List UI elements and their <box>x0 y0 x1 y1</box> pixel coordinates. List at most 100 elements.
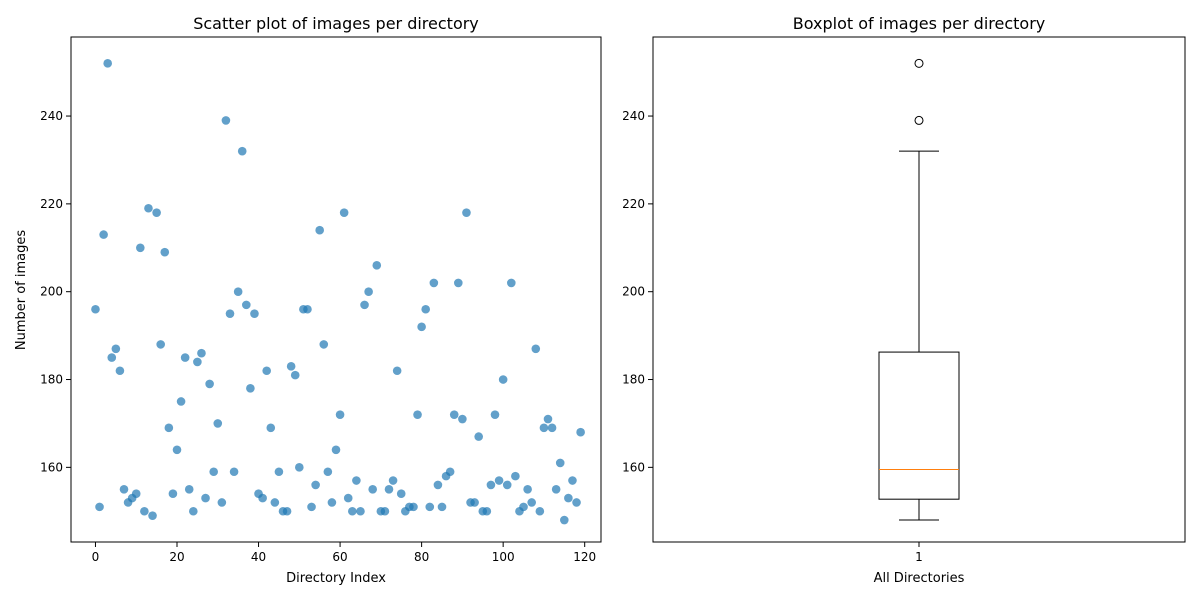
scatter-point <box>490 410 500 419</box>
scatter-point <box>348 506 357 516</box>
scatter-y-axis-label: Number of images <box>14 230 29 351</box>
scatter-point <box>425 502 435 512</box>
scatter-point <box>205 379 214 389</box>
scatter-x-tick-label: 100 <box>492 550 515 564</box>
scatter-point <box>421 304 430 314</box>
scatter-point <box>152 208 161 217</box>
scatter-point <box>482 506 492 516</box>
scatter-x-ticks: 0 20 40 60 80 100 120 <box>92 542 596 564</box>
scatter-point <box>409 502 418 512</box>
scatter-point <box>413 410 422 419</box>
scatter-point <box>172 445 182 455</box>
scatter-point <box>246 384 255 393</box>
scatter-point <box>445 467 455 477</box>
box-title: Boxplot of images per directory <box>793 14 1046 33</box>
scatter-point <box>237 146 247 156</box>
scatter-x-tick-label: 20 <box>169 550 184 564</box>
scatter-point <box>388 476 398 485</box>
scatter-point <box>229 467 239 477</box>
scatter-point <box>319 340 329 349</box>
scatter-point <box>352 476 361 485</box>
scatter-point <box>209 467 218 477</box>
scatter-point <box>555 458 565 468</box>
box-y-tick-label: 220 <box>622 197 645 211</box>
scatter-point <box>572 498 581 507</box>
scatter-point <box>539 423 549 433</box>
scatter-y-tick-label: 180 <box>40 373 63 387</box>
box-y-tick-label: 200 <box>622 285 645 299</box>
box-y-tick-label: 160 <box>622 460 645 474</box>
scatter-point <box>364 287 373 297</box>
scatter-point <box>470 498 479 507</box>
scatter-point <box>502 480 512 490</box>
scatter-point <box>311 480 320 490</box>
scatter-point <box>564 493 573 503</box>
box-y-tick-label: 240 <box>622 109 645 123</box>
scatter-point <box>201 493 210 503</box>
scatter-point <box>270 498 280 507</box>
scatter-point <box>303 304 312 314</box>
box-iqr-rect <box>878 351 960 500</box>
scatter-point <box>335 410 345 419</box>
scatter-point <box>184 485 194 494</box>
scatter-point <box>360 300 369 310</box>
scatter-point <box>99 230 108 239</box>
scatter-point <box>417 322 426 332</box>
scatter-x-tick-label: 60 <box>332 550 347 564</box>
scatter-point <box>392 366 402 376</box>
scatter-point <box>119 485 129 494</box>
scatter-point <box>156 340 165 349</box>
scatter-y-tick-label: 220 <box>40 197 63 211</box>
scatter-point <box>551 485 561 494</box>
scatter-point <box>217 498 227 507</box>
scatter-point <box>343 493 353 503</box>
scatter-point <box>315 225 324 235</box>
scatter-y-tick-label: 160 <box>40 460 63 474</box>
scatter-point <box>458 414 467 424</box>
scatter-point <box>568 476 577 485</box>
scatter-point <box>543 414 553 424</box>
box-x-ticks: 1 <box>915 542 923 564</box>
scatter-point <box>494 476 504 485</box>
scatter-x-tick-label: 40 <box>251 550 266 564</box>
scatter-point <box>233 287 243 297</box>
scatter-point <box>136 243 145 253</box>
scatter-point <box>176 397 186 406</box>
scatter-point <box>356 506 365 516</box>
box-outlier-point <box>914 58 924 68</box>
scatter-point <box>282 506 292 516</box>
box-outlier-point <box>914 115 924 125</box>
scatter-point <box>221 116 231 125</box>
scatter-point <box>380 506 390 516</box>
scatter-point <box>168 489 178 499</box>
scatter-point <box>368 485 377 494</box>
scatter-point <box>131 489 141 499</box>
scatter-point <box>180 353 190 362</box>
scatter-y-tick-label: 200 <box>40 285 63 299</box>
scatter-plot-frame <box>70 36 602 543</box>
scatter-point <box>107 353 117 362</box>
scatter-point <box>189 506 198 516</box>
scatter-point <box>523 485 532 494</box>
scatter-point <box>511 471 520 481</box>
scatter-point <box>258 493 267 503</box>
scatter-point <box>535 506 545 516</box>
scatter-x-axis-label: Directory Index <box>286 571 386 586</box>
scatter-point <box>327 498 337 507</box>
scatter-point <box>323 467 333 477</box>
box-y-ticks: 160 180 200 220 240 <box>622 109 653 474</box>
scatter-point <box>339 208 349 217</box>
scatter-point <box>331 445 341 455</box>
scatter-point <box>197 348 206 358</box>
scatter-point <box>437 502 447 512</box>
scatter-x-tick-label: 80 <box>414 550 429 564</box>
scatter-point <box>433 480 443 490</box>
scatter-point <box>307 502 316 512</box>
scatter-point <box>498 375 508 384</box>
scatter-x-tick-label: 120 <box>573 550 596 564</box>
scatter-point <box>462 208 471 217</box>
scatter-panel: Scatter plot of images per directory 0 20… <box>14 14 602 586</box>
scatter-point <box>225 309 235 318</box>
scatter-point <box>454 278 463 288</box>
